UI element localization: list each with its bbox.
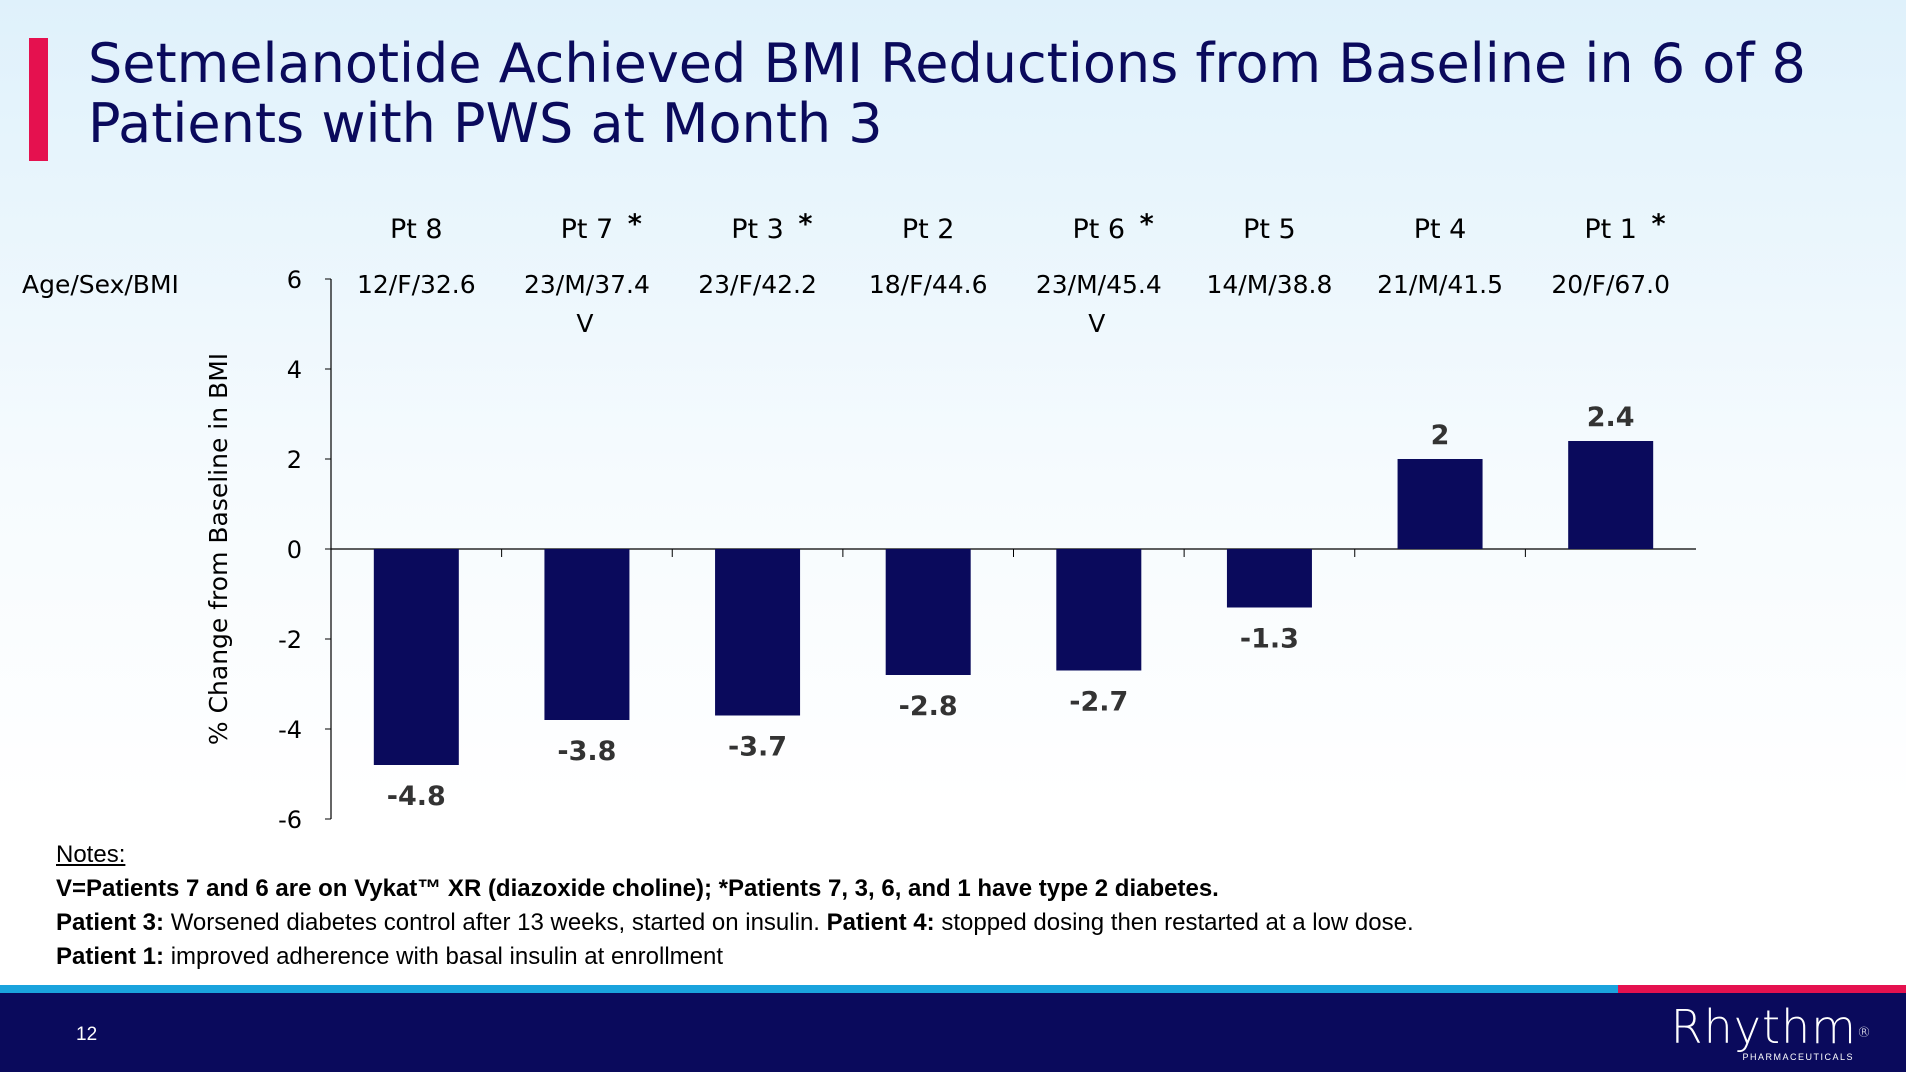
demographics-value: 23/M/45.4 (1036, 270, 1162, 299)
logo-wordmark: Rhythm® (1671, 1004, 1872, 1050)
logo-subtitle: PHARMACEUTICALS (1742, 1052, 1854, 1062)
category-label: Pt 7 (561, 214, 614, 245)
vykat-flag: V (576, 309, 593, 338)
title-accent-bar (29, 38, 48, 161)
chart-plot-area: 6 4 2 0 -2 -4 -6 % Change from Baseline in BMI A… (22, 209, 1696, 834)
diabetes-asterisk: * (1651, 209, 1665, 240)
notes-line-3-text: improved adherence with basal insulin at… (164, 943, 724, 970)
data-label: -3.7 (728, 732, 787, 763)
page-number: 12 (76, 1024, 98, 1045)
demographics-value: 18/F/44.6 (869, 270, 988, 299)
category-label: Pt 4 (1414, 214, 1467, 245)
demographics-value: 14/M/38.8 (1206, 270, 1332, 299)
data-label: -2.8 (899, 691, 958, 722)
demographics-value: 23/M/37.4 (524, 270, 650, 299)
bar (1226, 549, 1312, 608)
demographics-value: 20/F/67.0 (1551, 270, 1670, 299)
data-label: -1.3 (1240, 624, 1299, 655)
y-tick-label: -6 (278, 806, 302, 834)
bar-chart: 6 4 2 0 -2 -4 -6 % Change from Baseline in BMI A… (22, 209, 1696, 834)
notes-heading: Notes: (56, 841, 126, 868)
bar (1056, 549, 1142, 671)
bar (885, 549, 971, 675)
data-label: 2 (1431, 420, 1450, 451)
diabetes-asterisk: * (798, 209, 812, 240)
category-label: Pt 6 (1072, 214, 1125, 245)
slide-title: Setmelanotide Achieved BMI Reductions fr… (88, 32, 1806, 155)
demographics-value: 23/F/42.2 (698, 270, 817, 299)
y-tick-label: 4 (287, 356, 302, 384)
y-tick-label: -4 (278, 716, 302, 744)
data-label: -2.7 (1069, 687, 1128, 718)
category-label: Pt 5 (1243, 214, 1296, 245)
y-tick-label: 6 (287, 266, 302, 294)
category-label: Pt 2 (902, 214, 955, 245)
vykat-flag: V (1088, 309, 1105, 338)
y-tick-label: -2 (278, 626, 302, 654)
notes-line-2-bold-2: Patient 4: (826, 909, 935, 936)
notes-line-2-text-2: stopped dosing then restarted at a low d… (934, 909, 1414, 936)
demographics-row-label: Age/Sex/BMI (22, 270, 179, 299)
bar (1397, 459, 1483, 549)
notes-line-2: Patient 3: Worsened diabetes control aft… (56, 906, 1414, 940)
logo-name: Rhythm (1670, 1000, 1857, 1054)
notes-line-3-bold: Patient 1: (56, 943, 165, 970)
bar (1568, 441, 1654, 549)
data-label: -4.8 (387, 781, 446, 812)
category-label: Pt 8 (390, 214, 443, 245)
diabetes-asterisk: * (1140, 209, 1154, 240)
y-tick-label: 0 (287, 536, 302, 564)
footer-bar (0, 993, 1906, 1072)
demographics-value: 21/M/41.5 (1377, 270, 1503, 299)
diabetes-asterisk: * (628, 209, 642, 240)
bar (715, 549, 801, 716)
footer-stripe-red (1618, 985, 1906, 993)
logo-registered-mark: ® (1857, 1025, 1872, 1041)
bar (544, 549, 630, 720)
bar (373, 549, 459, 765)
category-label: Pt 1 (1584, 214, 1637, 245)
notes-line-1: V=Patients 7 and 6 are on Vykat™ XR (dia… (56, 872, 1414, 906)
notes-line-2-text-1: Worsened diabetes control after 13 weeks… (164, 909, 827, 936)
notes-line-1-text: V=Patients 7 and 6 are on Vykat™ XR (dia… (56, 875, 1219, 902)
data-label: -3.8 (557, 736, 616, 767)
notes-line-3: Patient 1: improved adherence with basal… (56, 940, 1414, 974)
demographics-value: 12/F/32.6 (357, 270, 476, 299)
category-label: Pt 3 (731, 214, 784, 245)
data-label: 2.4 (1587, 402, 1635, 433)
notes-line-2-bold-1: Patient 3: (56, 909, 165, 936)
rhythm-logo: Rhythm® PHARMACEUTICALS (1671, 1004, 1872, 1062)
footer-stripe-blue (0, 985, 1618, 993)
notes-block: Notes: V=Patients 7 and 6 are on Vykat™ … (56, 838, 1414, 974)
y-axis-title: % Change from Baseline in BMI (204, 353, 233, 745)
y-tick-label: 2 (287, 446, 302, 474)
